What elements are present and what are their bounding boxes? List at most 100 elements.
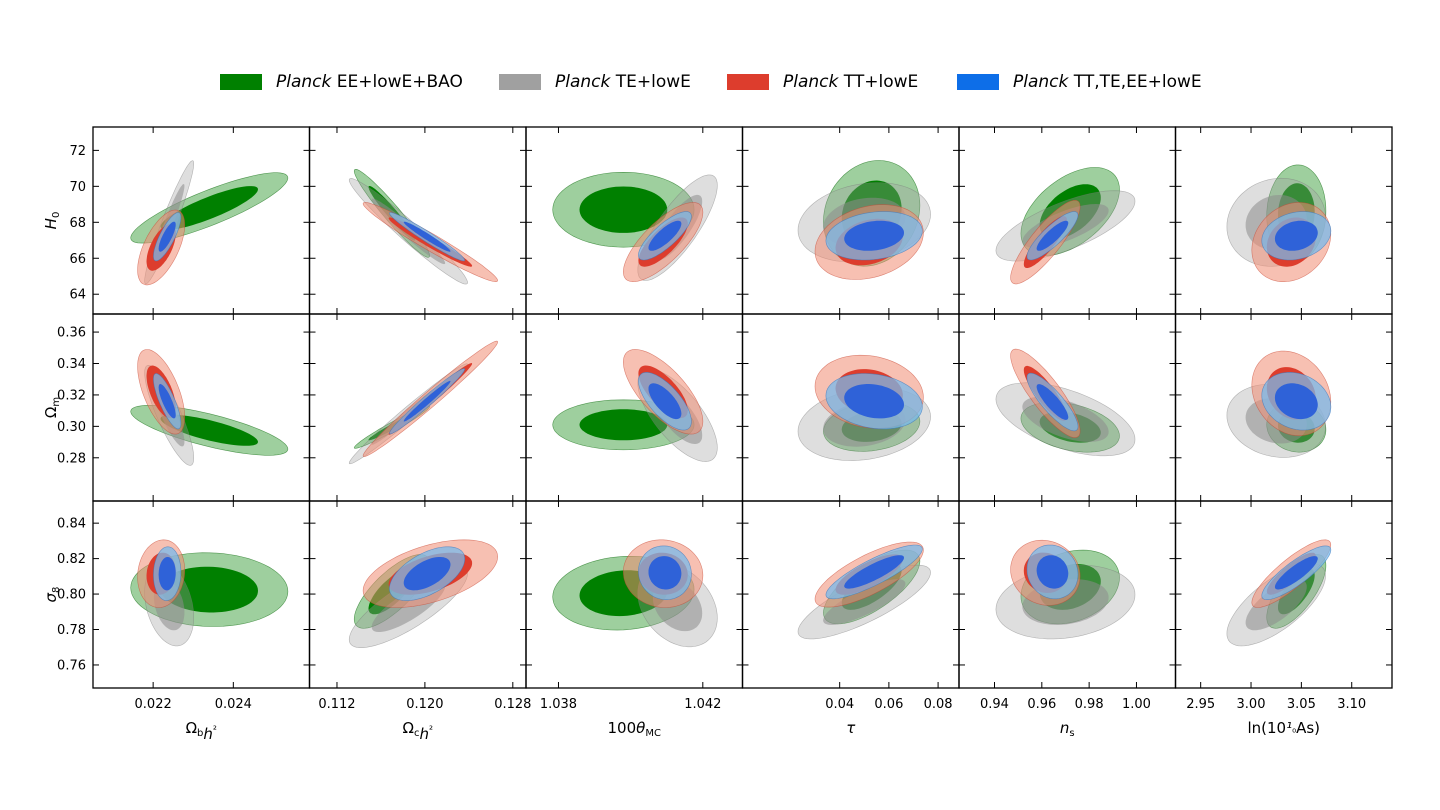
panel-omegam-theta xyxy=(525,313,744,502)
panel-H0-omegach2 xyxy=(308,126,527,315)
legend-swatch-blue xyxy=(957,74,999,90)
panel-sigma8-theta xyxy=(525,500,744,689)
x-axis-label-ns: ns xyxy=(1060,719,1075,739)
x-tick-label: 1.038 xyxy=(540,697,577,712)
legend-label: Planck TE+lowE xyxy=(555,72,691,92)
y-tick-label: 0.36 xyxy=(57,326,86,341)
panel-sigma8-ns xyxy=(958,500,1177,689)
panel-H0-tau xyxy=(741,126,960,315)
x-tick-label: 0.98 xyxy=(1075,697,1104,712)
panel-contours xyxy=(348,539,499,648)
x-tick-label: 1.042 xyxy=(684,697,721,712)
contour-68-planck-ee-lowe-bao xyxy=(160,186,258,230)
y-tick-label: 0.82 xyxy=(57,552,86,567)
y-tick-label: 0.78 xyxy=(57,623,86,638)
contour-68-planck-tt-te-ee-lowe xyxy=(648,220,682,251)
panel-contours xyxy=(552,539,718,648)
panel-frame xyxy=(1174,500,1393,689)
contour-68-planck-tt-te-ee-lowe xyxy=(158,221,176,252)
y-tick-label: 72 xyxy=(69,144,86,159)
legend-swatch-gray xyxy=(499,74,541,90)
panel-contours xyxy=(995,167,1136,285)
y-tick-label: 0.34 xyxy=(57,357,86,372)
x-tick-label: 3.10 xyxy=(1337,697,1366,712)
panel-omegam-tau xyxy=(741,313,960,502)
contour-68-planck-tt-te-ee-lowe xyxy=(1036,220,1069,251)
panel-sigma8-logA xyxy=(1174,500,1393,689)
panel-H0-ns xyxy=(958,126,1177,315)
contour-68-planck-tt-te-ee-lowe xyxy=(1274,220,1318,251)
contour-68-planck-ee-lowe-bao xyxy=(579,409,668,441)
legend-swatch-red xyxy=(727,74,769,90)
y-tick-label: 70 xyxy=(69,180,86,195)
panel-contours xyxy=(1226,164,1332,282)
panel-omegam-omegach2 xyxy=(308,313,527,502)
legend-label: Planck EE+lowE+BAO xyxy=(276,72,463,92)
y-tick-label: 0.76 xyxy=(57,658,86,673)
x-axis-label-omegabh2: Ωbh² xyxy=(186,719,217,743)
x-tick-label: 0.120 xyxy=(406,697,443,712)
contour-68-planck-tt-te-ee-lowe xyxy=(403,380,451,422)
x-tick-label: 0.96 xyxy=(1027,697,1056,712)
panel-frame xyxy=(308,126,527,315)
y-axis-label-sigma8: σ8 xyxy=(42,587,62,603)
contour-68-planck-tt-te-ee-lowe xyxy=(1274,556,1318,590)
y-axis-label-omegam: Ωm xyxy=(42,397,62,418)
contour-68-planck-tt-te-ee-lowe xyxy=(403,221,451,252)
panel-contours xyxy=(1226,350,1332,458)
x-tick-label: 0.112 xyxy=(318,697,355,712)
x-tick-label: 0.128 xyxy=(494,697,531,712)
panel-contours xyxy=(1226,539,1332,647)
contour-68-planck-tt-te-ee-lowe xyxy=(158,384,176,419)
panel-contours xyxy=(995,539,1136,640)
panel-contours xyxy=(130,160,289,286)
contour-68-planck-tt-te-ee-lowe xyxy=(1036,555,1069,589)
y-tick-label: 0.30 xyxy=(57,420,86,435)
contour-68-planck-te-lowe xyxy=(823,579,906,625)
legend-swatch-green xyxy=(220,74,262,90)
contour-68-planck-tt-te-ee-lowe xyxy=(648,383,682,420)
panel-contours xyxy=(797,160,931,280)
x-tick-label: 2.95 xyxy=(1186,697,1215,712)
panel-contours xyxy=(130,539,289,647)
panel-omegam-ns xyxy=(958,313,1177,502)
panel-contours xyxy=(130,349,289,466)
x-tick-label: 1.00 xyxy=(1122,697,1151,712)
panel-contours xyxy=(552,171,718,283)
x-axis-label-tau: τ xyxy=(846,719,856,737)
legend-item-ee-lowe-bao[interactable]: Planck EE+lowE+BAO xyxy=(220,68,463,96)
x-axis-label-logA: ln(10¹⁰As) xyxy=(1247,719,1320,739)
x-axis-label-omegach2: Ωch² xyxy=(403,719,434,743)
panel-omegam-omegabh2 xyxy=(92,313,311,502)
contour-68-planck-te-lowe xyxy=(1245,579,1307,631)
contour-68-planck-tt-te-ee-lowe xyxy=(844,555,904,589)
legend: Planck EE+lowE+BAO Planck TE+lowE Planck… xyxy=(0,68,1440,96)
x-tick-label: 0.06 xyxy=(874,697,903,712)
x-tick-label: 0.08 xyxy=(924,697,953,712)
x-tick-label: 0.94 xyxy=(980,697,1009,712)
panel-sigma8-tau xyxy=(741,500,960,689)
y-tick-label: 0.28 xyxy=(57,451,86,466)
legend-item-tt-lowe[interactable]: Planck TT+lowE xyxy=(727,68,918,96)
y-tick-label: 0.32 xyxy=(57,388,86,403)
contour-68-planck-tt-te-ee-lowe xyxy=(844,220,904,251)
contour-68-planck-tt-te-ee-lowe xyxy=(403,557,451,591)
x-tick-label: 3.05 xyxy=(1287,697,1316,712)
y-tick-label: 0.80 xyxy=(57,588,86,603)
y-tick-label: 66 xyxy=(69,252,86,267)
contour-68-planck-tt-te-ee-lowe xyxy=(158,557,176,591)
x-tick-label: 3.00 xyxy=(1237,697,1266,712)
panel-H0-omegabh2 xyxy=(92,126,311,315)
contour-68-planck-tt-te-ee-lowe xyxy=(648,556,682,590)
y-tick-label: 64 xyxy=(69,288,86,303)
panel-omegam-logA xyxy=(1174,313,1393,502)
legend-item-te-lowe[interactable]: Planck TE+lowE xyxy=(499,68,691,96)
y-tick-label: 0.84 xyxy=(57,517,86,532)
panel-sigma8-omegabh2 xyxy=(92,500,311,689)
contour-68-planck-ee-lowe-bao xyxy=(160,566,258,613)
contour-68-planck-ee-lowe-bao xyxy=(579,186,668,233)
panel-frame xyxy=(92,313,311,502)
legend-item-tt-te-ee-lowe[interactable]: Planck TT,TE,EE+lowE xyxy=(957,68,1202,96)
panel-contours xyxy=(797,541,931,640)
